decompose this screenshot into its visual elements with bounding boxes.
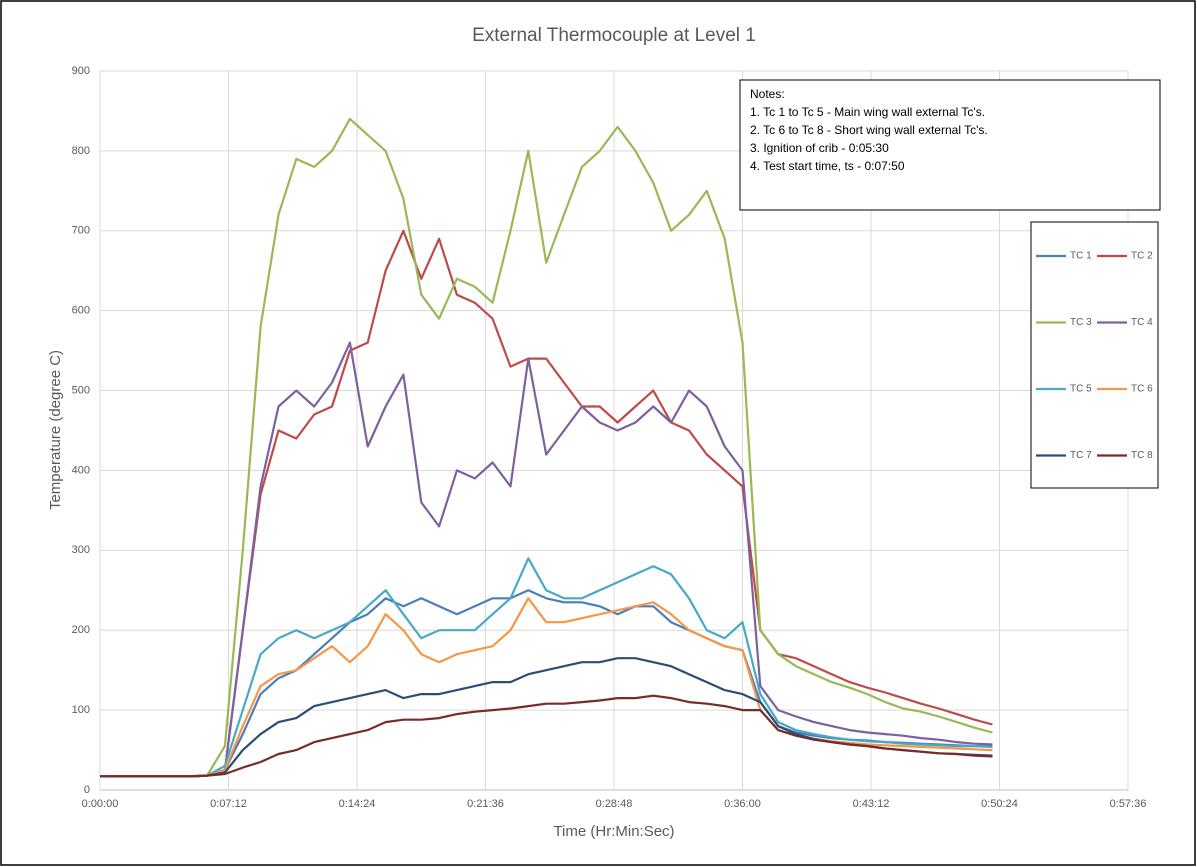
x-tick-label: 0:36:00 bbox=[724, 798, 761, 810]
chart-title: External Thermocouple at Level 1 bbox=[472, 25, 756, 46]
legend-box bbox=[1030, 221, 1159, 489]
legend-label: TC 4 bbox=[1131, 317, 1153, 328]
x-axis-label: Time (Hr:Min:Sec) bbox=[553, 823, 674, 840]
x-tick-label: 0:43:12 bbox=[853, 798, 890, 810]
legend-label: TC 7 bbox=[1070, 450, 1092, 461]
note-line: 4. Test start time, ts - 0:07:50 bbox=[750, 159, 905, 173]
note-line: 2. Tc 6 to Tc 8 - Short wing wall extern… bbox=[750, 123, 988, 137]
legend-label: TC 3 bbox=[1070, 317, 1092, 328]
series-line bbox=[100, 557, 993, 778]
y-tick-label: 0 bbox=[84, 784, 90, 796]
note-line: 3. Ignition of crib - 0:05:30 bbox=[750, 141, 889, 155]
note-line: Notes: bbox=[750, 87, 785, 101]
x-tick-label: 0:57:36 bbox=[1110, 798, 1147, 810]
legend-label: TC 5 bbox=[1070, 384, 1092, 395]
series-line bbox=[100, 694, 993, 778]
x-tick-label: 0:14:24 bbox=[339, 798, 376, 810]
x-tick-label: 0:07:12 bbox=[210, 798, 247, 810]
y-tick-label: 400 bbox=[72, 464, 90, 476]
series-line bbox=[100, 341, 993, 778]
y-tick-label: 800 bbox=[72, 145, 90, 157]
y-tick-label: 300 bbox=[72, 544, 90, 556]
y-tick-label: 100 bbox=[72, 704, 90, 716]
y-axis-label: Temperature (degree C) bbox=[47, 350, 64, 510]
series-line bbox=[100, 117, 993, 778]
y-tick-label: 200 bbox=[72, 624, 90, 636]
x-tick-label: 0:28:48 bbox=[596, 798, 633, 810]
legend-label: TC 2 bbox=[1131, 251, 1153, 262]
notes-box bbox=[739, 79, 1161, 211]
x-tick-label: 0:21:36 bbox=[467, 798, 504, 810]
y-tick-label: 700 bbox=[72, 225, 90, 237]
y-tick-label: 900 bbox=[72, 65, 90, 77]
legend-label: TC 6 bbox=[1131, 384, 1153, 395]
legend-label: TC 8 bbox=[1131, 450, 1153, 461]
x-tick-label: 0:50:24 bbox=[981, 798, 1018, 810]
note-line: 1. Tc 1 to Tc 5 - Main wing wall externa… bbox=[750, 105, 985, 119]
y-tick-label: 600 bbox=[72, 305, 90, 317]
x-tick-label: 0:00:00 bbox=[82, 798, 119, 810]
y-tick-label: 500 bbox=[72, 384, 90, 396]
series-line bbox=[100, 597, 993, 778]
legend-label: TC 1 bbox=[1070, 251, 1092, 262]
